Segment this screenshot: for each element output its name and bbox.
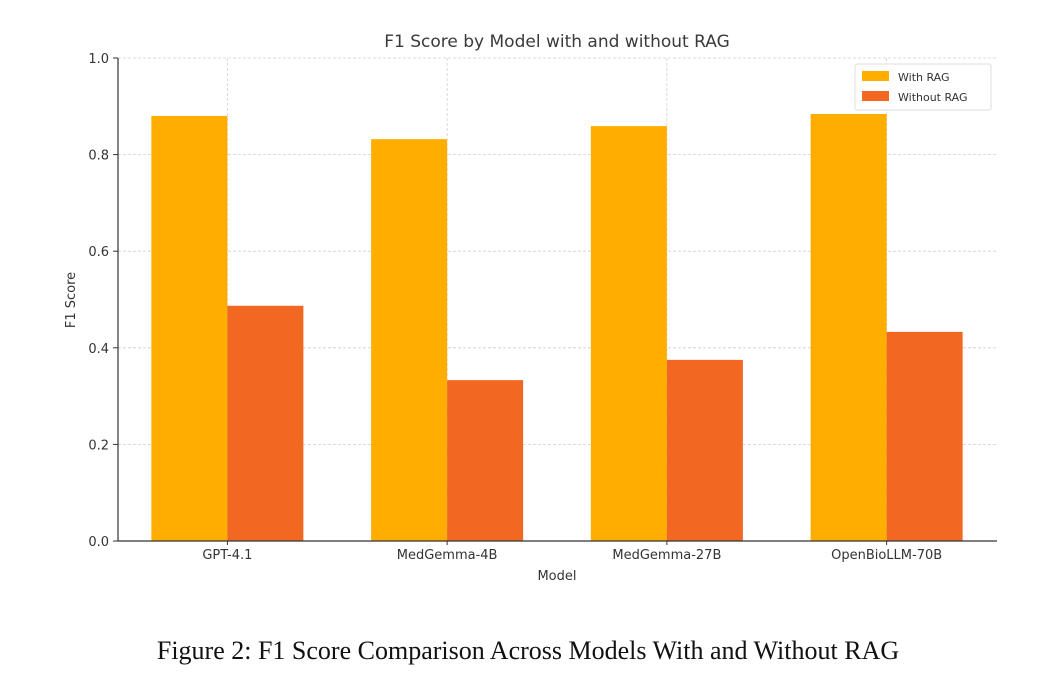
bar-without-rag-0 xyxy=(227,305,304,541)
bar-chart: 0.0 0.2 0.4 0.6 0.8 1.0 GPT-4.1 MedGemma-4B Med… xyxy=(64,32,997,584)
bar-with-rag-0 xyxy=(151,115,228,542)
chart-title: F1 Score by Model with and without RAG xyxy=(384,32,730,52)
bar-with-rag-3 xyxy=(810,114,887,541)
y-tick-label: 0.4 xyxy=(88,342,109,357)
y-tick-label: 0.0 xyxy=(88,535,109,550)
x-axis-label: Model xyxy=(537,569,576,584)
x-tick-label: OpenBioLLM-70B xyxy=(831,548,942,563)
bar-group xyxy=(151,114,963,542)
bar-with-rag-1 xyxy=(371,139,448,542)
legend-swatch xyxy=(862,71,889,81)
y-tick-label: 0.2 xyxy=(88,438,109,453)
axes xyxy=(117,58,997,542)
x-ticks: GPT-4.1 MedGemma-4B MedGemma-27B OpenBioLLM… xyxy=(202,541,942,563)
y-ticks: 0.0 0.2 0.4 0.6 0.8 1.0 xyxy=(88,52,118,550)
bar-without-rag-1 xyxy=(447,380,524,541)
legend-label: Without RAG xyxy=(898,91,968,104)
bar-with-rag-2 xyxy=(590,126,667,541)
legend-label: With RAG xyxy=(898,71,950,84)
legend: With RAG Without RAG xyxy=(854,63,992,111)
x-tick-label: MedGemma-4B xyxy=(397,548,498,563)
y-tick-label: 0.8 xyxy=(88,149,109,164)
x-tick-label: MedGemma-27B xyxy=(612,548,721,563)
x-tick-label: GPT-4.1 xyxy=(202,548,252,563)
figure-caption: Figure 2: F1 Score Comparison Across Mod… xyxy=(156,636,900,665)
legend-swatch xyxy=(862,91,889,101)
bar-without-rag-2 xyxy=(666,359,743,541)
y-tick-label: 1.0 xyxy=(88,52,109,67)
y-tick-label: 0.6 xyxy=(88,245,109,260)
y-axis-label: F1 Score xyxy=(64,272,79,328)
bar-without-rag-3 xyxy=(886,331,963,541)
